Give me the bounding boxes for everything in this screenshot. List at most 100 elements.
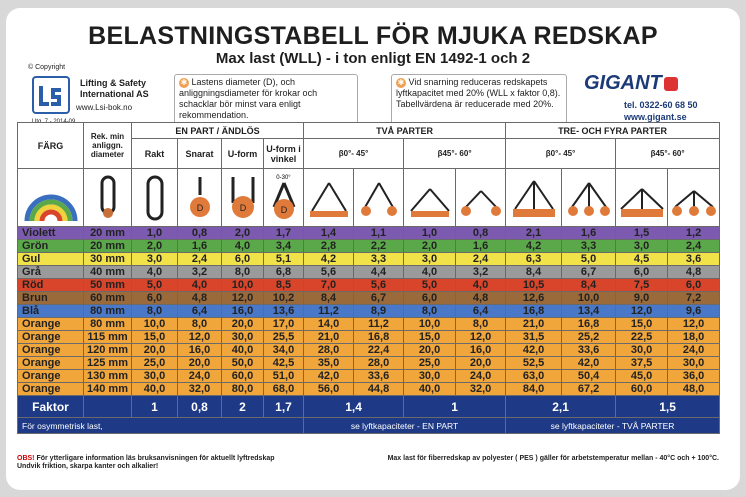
value-cell: 42,5 [262,356,305,370]
diameter-note: ✱ Lastens diameter (D), och anliggningsd… [174,74,358,130]
value-cell: 7,5 [615,278,669,292]
value-cell: 11,2 [303,304,355,318]
value-cell: 84,0 [505,382,563,396]
value-cell: 8,9 [353,304,405,318]
value-cell: 24,0 [455,369,507,383]
diameter-cell: 80 mm [83,317,132,331]
value-cell: 15,0 [131,330,178,344]
color-cell: Orange [17,317,84,331]
diameter-cell: 125 mm [83,356,132,370]
value-cell: 3,0 [403,252,457,266]
company-web: www.Lsi-bok.no [76,103,133,112]
value-cell: 7,0 [303,278,355,292]
value-cell: 8,0 [221,265,264,279]
value-cell: 1,0 [131,226,178,240]
color-cell: Brun [17,291,84,305]
note1-text: Lastens diameter (D), och anliggningsdia… [179,77,318,120]
value-cell: 40,0 [131,382,178,396]
value-cell: 12,0 [455,330,507,344]
factor-cell: 1 [131,395,178,418]
value-cell: 30,0 [221,330,264,344]
value-cell: 9,0 [615,291,669,305]
page-subtitle: Max last (WLL) - i ton enligt EN 1492-1 … [215,50,531,67]
value-cell: 1,0 [403,226,457,240]
diameter-cell: 120 mm [83,343,132,357]
value-cell: 13,6 [262,304,305,318]
value-cell: 6,0 [615,265,669,279]
value-cell: 36,0 [667,369,721,383]
value-cell: 4,0 [455,278,507,292]
value-cell: 63,0 [505,369,563,383]
col-three-45-60-header: β45°- 60° [615,138,721,169]
value-cell: 8,5 [262,278,305,292]
value-cell: 30,0 [615,343,669,357]
col-straight-header: Rakt [131,138,178,169]
value-cell: 40,0 [403,382,457,396]
obs-label: OBS! [17,455,35,462]
table-row: Grå 40 mm 4,0 3,2 8,0 6,8 5,6 4,4 4,0 3,2 8,4 6,7 6,… [17,265,721,279]
value-cell: 8,4 [561,278,617,292]
value-cell: 2,2 [353,239,405,253]
asymmetric-load-row: För osymmetrisk last, se lyftkapaciteter… [16,417,721,434]
rainbow-icon [17,168,84,227]
value-cell: 15,0 [403,330,457,344]
color-cell: Blå [17,304,84,318]
col-color-header: FÄRG [17,122,84,169]
value-cell: 20,0 [131,343,178,357]
uform-angle-sling-icon: 0-30° D [262,168,305,227]
table-row: Orange 80 mm 10,0 8,0 20,0 17,0 14,0 11,2 10,0 8,… [17,317,721,331]
col-two-45-60-header: β45°- 60° [403,138,507,169]
value-cell: 2,0 [131,239,178,253]
diameter-cell: 140 mm [83,382,132,396]
value-cell: 14,0 [303,317,355,331]
value-cell: 32,0 [455,382,507,396]
color-cell: Orange [17,343,84,357]
bottom-notes: OBS! För ytterligare information läs bru… [17,455,719,471]
value-cell: 1,6 [177,239,222,253]
straight-sling-icon [131,168,178,227]
color-cell: Grå [17,265,84,279]
factor-cell: 1 [403,395,507,418]
two-leg-straight-icon [303,168,355,227]
diameter-cell: 50 mm [83,278,132,292]
diameter-cell: 30 mm [83,252,132,266]
value-cell: 18,0 [667,330,721,344]
value-cell: 8,4 [303,291,355,305]
multi-leg-basket-icon [561,168,617,227]
value-cell: 44,8 [353,382,405,396]
two-leg-basket-icon [353,168,405,227]
copyright-text: © Copyright [28,64,66,71]
value-cell: 1,6 [561,226,617,240]
table-row: Orange 140 mm 40,0 32,0 80,0 68,0 56,0 44,8 40,0… [17,382,721,396]
value-cell: 1,4 [303,226,355,240]
factor-label: Faktor [17,395,84,418]
value-cell: 10,5 [505,278,563,292]
value-cell: 6,4 [455,304,507,318]
value-cell: 33,6 [561,343,617,357]
value-cell: 16,0 [455,343,507,357]
value-cell: 30,0 [131,369,178,383]
value-cell: 1,6 [455,239,507,253]
value-cell: 12,6 [505,291,563,305]
value-cell: 20,0 [177,356,222,370]
value-cell: 24,0 [667,343,721,357]
table-row: Blå 80 mm 8,0 6,4 16,0 13,6 11,2 8,9 8,0 6,4 16,8 1… [17,304,721,318]
diameter-cell: 130 mm [83,369,132,383]
value-cell: 4,0 [177,278,222,292]
company-name: Lifting & Safety International AS [80,78,149,100]
value-cell: 6,7 [561,265,617,279]
table-row: Orange 115 mm 15,0 12,0 30,0 25,5 21,0 16,8 15,0… [17,330,721,344]
angle-label: 0-30° [276,174,291,181]
value-cell: 12,0 [667,317,721,331]
value-cell: 2,8 [303,239,355,253]
value-cell: 8,0 [131,304,178,318]
choked-sling-icon: D [177,168,222,227]
value-cell: 1,5 [615,226,669,240]
value-cell: 4,5 [615,252,669,266]
value-cell: 4,2 [505,239,563,253]
value-cell: 37,5 [615,356,669,370]
factor-cell: 1,5 [615,395,721,418]
value-cell: 25,5 [262,330,305,344]
table-row: Röd 50 mm 5,0 4,0 10,0 8,5 7,0 5,6 5,0 4,0 10,5 8,4… [17,278,721,292]
value-cell: 10,0 [131,317,178,331]
